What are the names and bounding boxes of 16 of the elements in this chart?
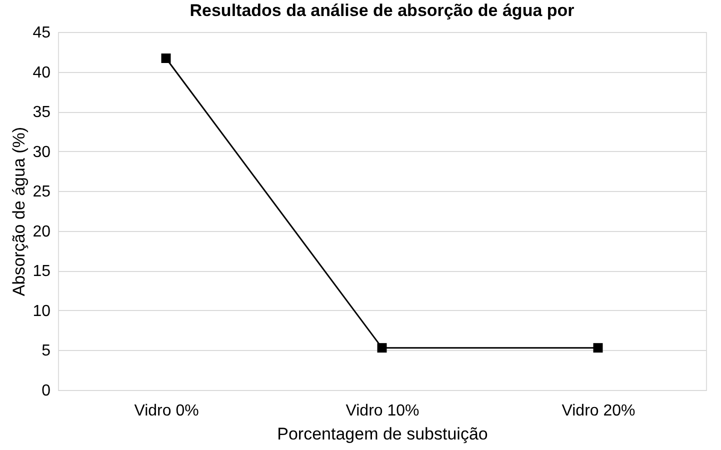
y-tick-label: 5 — [42, 342, 51, 360]
chart-title: Resultados da análise de absorção de água por — [190, 1, 575, 20]
x-axis-title: Porcentagem de substuição — [277, 424, 488, 444]
y-tick-label: 40 — [32, 64, 51, 82]
y-tick-label: 30 — [32, 144, 51, 161]
y-tick-label: 35 — [32, 104, 51, 122]
y-tick-label: 20 — [32, 223, 51, 240]
y-tick-label: 25 — [32, 184, 51, 201]
x-tick-label: Vidro 10% — [346, 402, 420, 420]
y-tick-label: 15 — [32, 263, 51, 280]
y-tick-label: 10 — [32, 302, 51, 320]
y-axis-title: Absorção de água (%) — [10, 126, 29, 296]
x-tick-label: Vidro 20% — [562, 402, 636, 420]
y-tick-label: 0 — [42, 382, 51, 400]
x-tick-label: Vidro 0% — [134, 402, 199, 420]
y-tick-label: 45 — [32, 24, 51, 42]
